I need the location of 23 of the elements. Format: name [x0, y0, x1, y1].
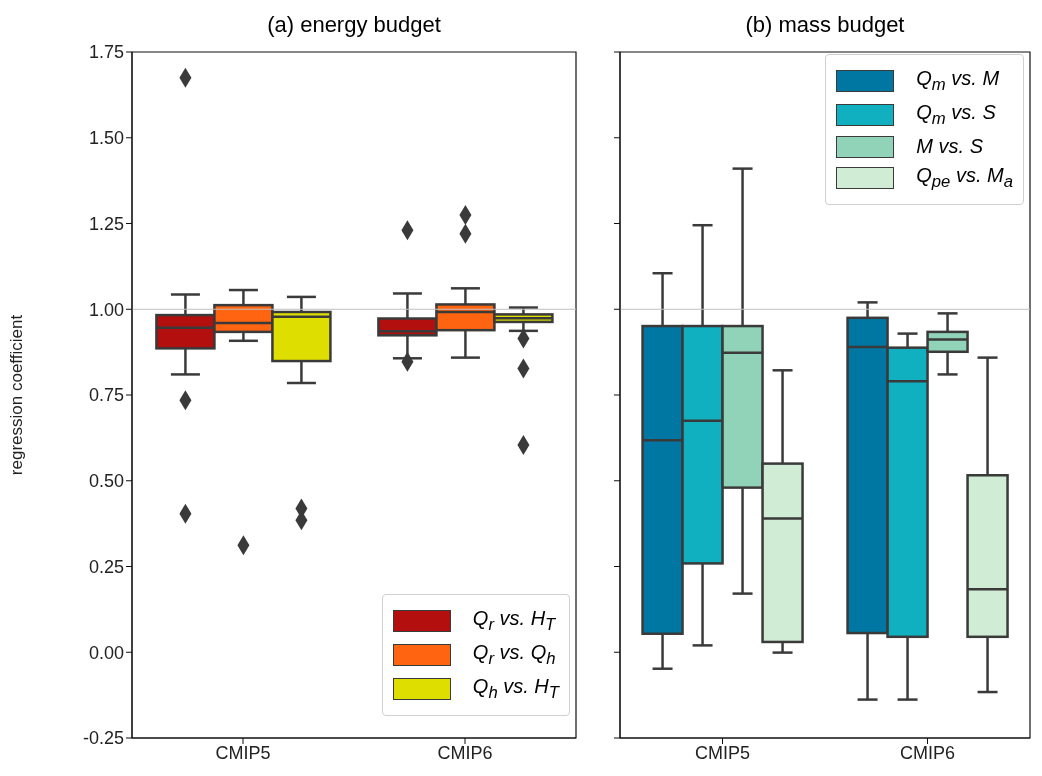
x-tick-label: CMIP5	[215, 742, 271, 763]
y-tick-label: 0.25	[88, 556, 124, 577]
legend-label: Q$_{m}$ vs. S	[916, 101, 996, 129]
y-axis-title: regression coefficient	[7, 314, 27, 476]
y-tick-label: 0.50	[88, 471, 124, 492]
legend-label: Q$_{m}$ vs. M	[916, 67, 1000, 95]
y-tick-label: -0.25	[82, 728, 124, 749]
x-tick-label: CMIP6	[899, 742, 956, 763]
x-tick-label: CMIP5	[694, 742, 751, 763]
y-tick-label: 1.25	[88, 213, 124, 234]
y-tick-label: 0.75	[88, 385, 124, 406]
chart-title: (a) energy budget	[266, 12, 442, 38]
y-tick-label: 0.00	[88, 642, 124, 663]
x-tick-label: CMIP6	[437, 742, 493, 763]
legend-label: Q$_{r}$ vs. H$_{T}$	[472, 607, 556, 635]
legend-label: Q$_{pe}$ vs. M$_{a}$	[916, 164, 1013, 192]
chart-title: (b) mass budget	[744, 12, 906, 38]
legend-label: Q$_{h}$ vs. H$_{T}$	[472, 675, 559, 703]
y-tick-label: 1.00	[88, 299, 124, 320]
legend-label: M vs. S	[916, 135, 983, 158]
legend-label: Q$_{r}$ vs. Q$_{h}$	[472, 641, 556, 669]
y-tick-label: 1.50	[88, 128, 124, 149]
y-tick-label: 1.75	[88, 42, 124, 63]
